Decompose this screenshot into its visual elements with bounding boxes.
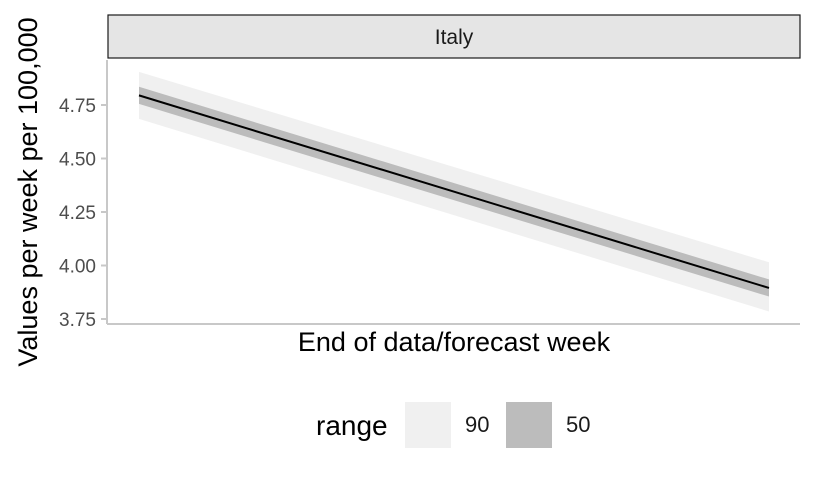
legend-label-90: 90: [465, 412, 489, 437]
legend-title: range: [316, 410, 388, 441]
legend-key-90: [405, 402, 451, 448]
y-tick-label: 4.50: [59, 150, 96, 171]
legend-label-50: 50: [566, 412, 590, 437]
line-layer: [138, 94, 770, 289]
median-line: [138, 94, 770, 289]
y-tick-label: 4.00: [59, 257, 96, 278]
y-tick-label: 4.75: [59, 96, 96, 117]
y-ticks: 3.75 4.00 4.25 4.50 4.75: [59, 96, 107, 331]
legend-key-50: [506, 402, 552, 448]
x-axis-title: End of data/forecast week: [298, 327, 611, 357]
y-axis-title: Values per week per 100,000: [13, 17, 43, 366]
facet-strip: [107, 14, 801, 59]
y-tick-label: 4.25: [59, 203, 96, 224]
facet-label: Italy: [435, 26, 474, 49]
y-tick-label: 3.75: [59, 310, 96, 331]
